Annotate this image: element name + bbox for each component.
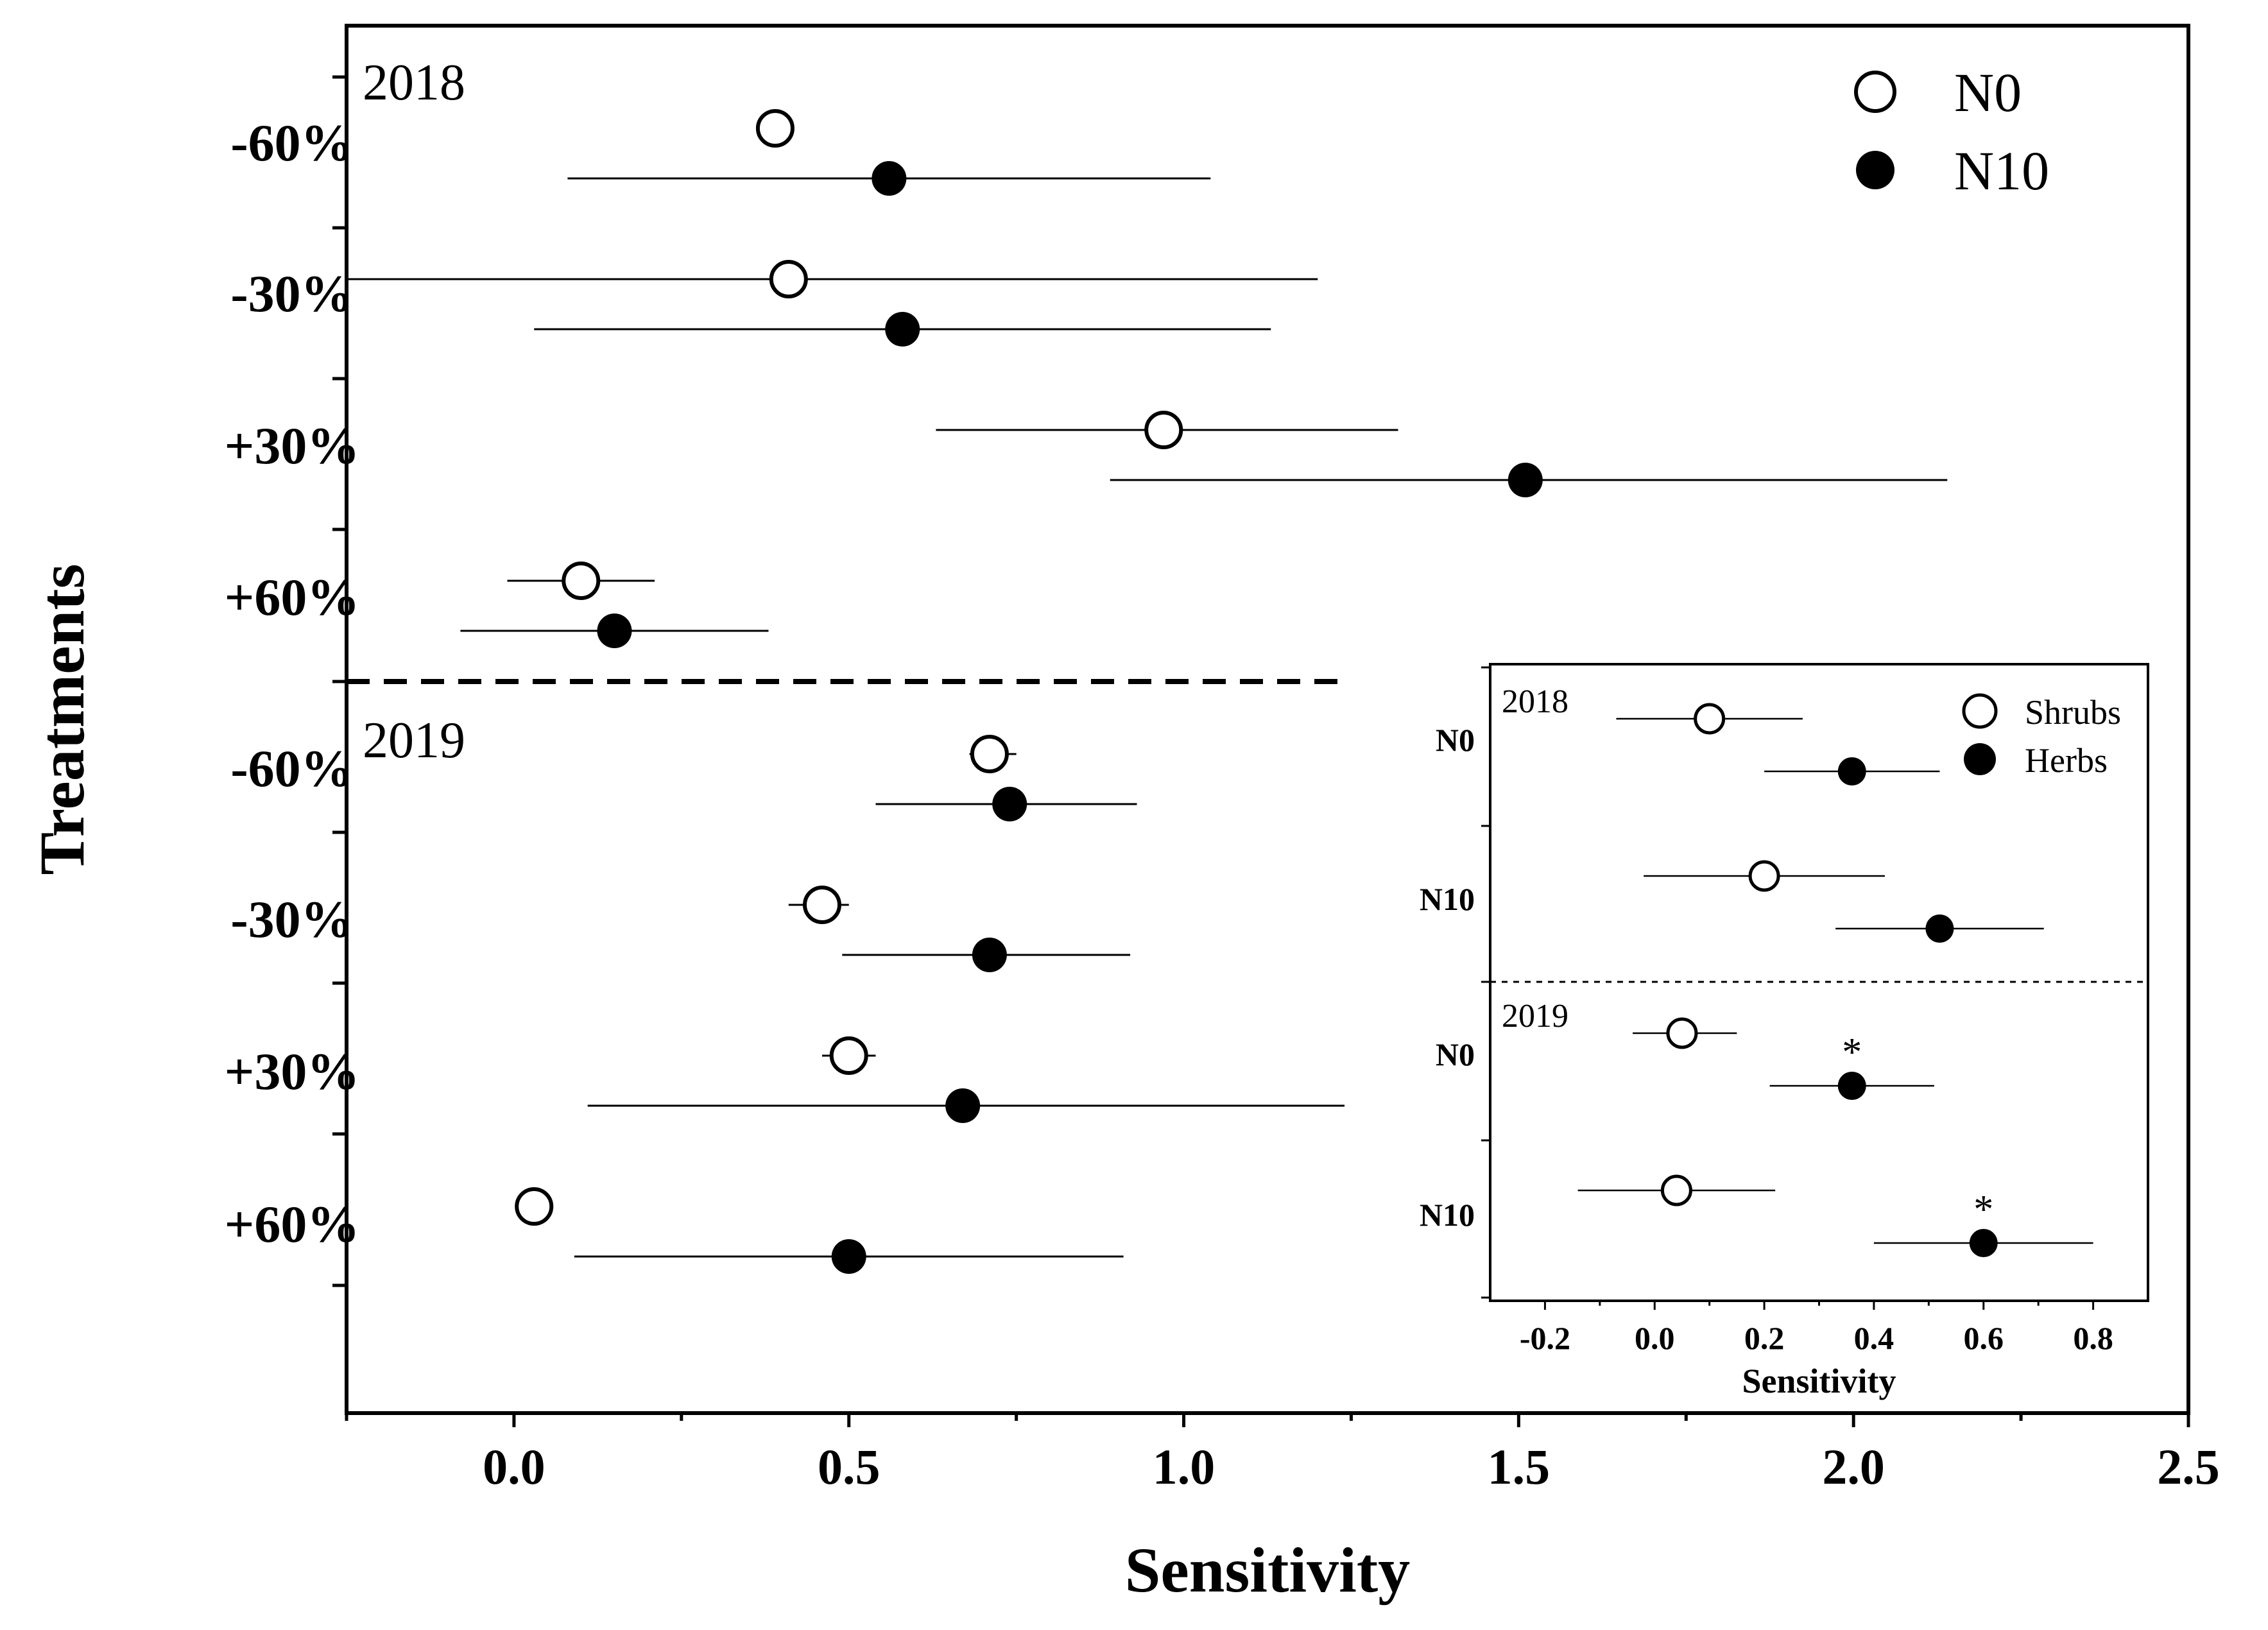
open-point <box>829 1036 868 1075</box>
inset-treatment-label: N10 <box>1420 881 1475 917</box>
inset-open-point <box>1660 1174 1692 1206</box>
x-axis-title: Sensitivity <box>1125 1534 1410 1606</box>
inset-filled-point <box>1837 757 1866 785</box>
inset-legend-marker <box>1964 743 1996 775</box>
filled-point <box>831 1239 866 1274</box>
inset-filled-point <box>1969 1229 1998 1257</box>
year-label: 2018 <box>363 55 465 111</box>
inset-x-axis-title: Sensitivity <box>1742 1362 1896 1400</box>
filled-point <box>872 161 907 196</box>
x-tick-label: 2.0 <box>1822 1439 1885 1495</box>
open-point <box>802 886 841 924</box>
treatment-label: +30% <box>225 416 360 475</box>
filled-point <box>885 312 920 347</box>
filled-point <box>1508 463 1543 497</box>
year-label: 2019 <box>363 712 465 769</box>
inset-open-point <box>1666 1017 1698 1049</box>
inset-significance-marker: * <box>1973 1188 1993 1231</box>
inset-year-label: 2019 <box>1502 998 1568 1034</box>
legend-marker <box>1856 151 1894 189</box>
inset-x-tick-label: 0.4 <box>1854 1320 1894 1356</box>
inset-open-point <box>1694 703 1726 735</box>
filled-point <box>945 1088 981 1123</box>
open-point <box>1144 411 1183 449</box>
inset-x-tick-label: 0.0 <box>1635 1320 1675 1356</box>
open-point <box>970 735 1009 773</box>
inset-legend-label: Herbs <box>2025 741 2108 780</box>
inset-treatment-label: N10 <box>1420 1197 1475 1233</box>
inset-filled-point <box>1925 914 1954 943</box>
treatment-label: -60% <box>230 114 353 172</box>
x-tick-label: 2.5 <box>2157 1439 2220 1495</box>
y-axis-title: Treatments <box>26 563 98 875</box>
x-tick-label: 1.0 <box>1153 1439 1216 1495</box>
inset-x-tick-label: 0.6 <box>1964 1320 2004 1356</box>
treatment-label: -60% <box>230 739 353 798</box>
inset-x-tick-label: -0.2 <box>1520 1320 1570 1356</box>
treatment-label: -30% <box>230 264 353 323</box>
inset-treatment-label: N0 <box>1436 722 1475 758</box>
treatment-label: -30% <box>230 890 353 948</box>
treatment-label: +30% <box>225 1042 360 1101</box>
filled-point <box>992 787 1027 821</box>
x-tick-label: 0.5 <box>818 1439 881 1495</box>
inset-year-label: 2018 <box>1502 683 1568 720</box>
inset-significance-marker: * <box>1842 1031 1862 1074</box>
main-plot: 0.0 0.5 1.0 1.5 2.0 2.5 Sensitivity Treatments 2… <box>26 24 2220 1606</box>
x-tick-label: 0.0 <box>483 1439 546 1495</box>
inset-legend-marker <box>1962 693 1998 729</box>
inset-x-tick-label: 0.2 <box>1744 1320 1785 1356</box>
inset-x-tick-label: 0.8 <box>2073 1320 2113 1356</box>
open-point <box>755 109 795 148</box>
treatment-label: +60% <box>225 568 360 626</box>
inset-filled-point <box>1837 1072 1866 1100</box>
treatment-label: +60% <box>225 1195 360 1253</box>
legend-label: N0 <box>1954 62 2022 123</box>
filled-point <box>972 938 1007 972</box>
inset-treatment-label: N0 <box>1436 1036 1475 1072</box>
inset-open-point <box>1748 860 1780 892</box>
inset-legend-label: Shrubs <box>2025 693 2121 732</box>
legend-label: N10 <box>1954 140 2049 202</box>
open-point <box>769 260 808 298</box>
open-point <box>515 1187 554 1226</box>
legend-marker <box>1854 71 1896 113</box>
filled-point <box>597 613 632 648</box>
plot-frame <box>345 24 2190 1415</box>
open-point <box>562 562 601 600</box>
x-tick-label: 1.5 <box>1488 1439 1551 1495</box>
inset-plot: -0.2 0.0 0.2 0.4 0.6 0.8 Sensitivity 2018 N0 N10 2… <box>1420 663 2149 1400</box>
